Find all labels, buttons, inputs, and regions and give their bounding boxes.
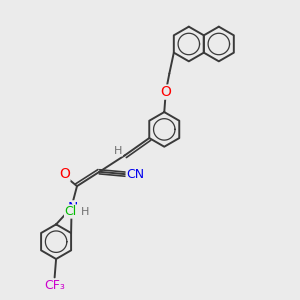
Text: Cl: Cl xyxy=(64,205,77,218)
Text: CN: CN xyxy=(126,168,144,181)
Text: O: O xyxy=(160,85,171,99)
Text: CF₃: CF₃ xyxy=(44,279,65,292)
Text: H: H xyxy=(114,146,122,156)
Text: H: H xyxy=(81,207,89,217)
Text: O: O xyxy=(59,167,70,181)
Text: N: N xyxy=(68,201,78,215)
